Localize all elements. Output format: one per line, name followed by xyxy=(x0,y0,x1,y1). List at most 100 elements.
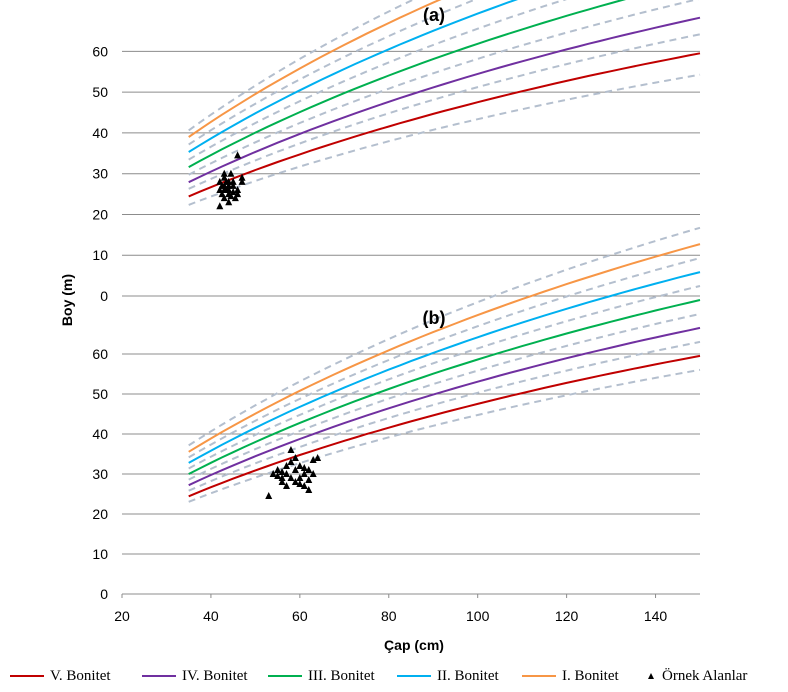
bound-line xyxy=(188,340,701,492)
sample-point xyxy=(305,466,313,473)
y-tick-label: 50 xyxy=(92,386,108,402)
bound-line xyxy=(188,368,701,503)
series-line xyxy=(188,326,701,487)
legend-swatch xyxy=(397,675,431,677)
sample-point xyxy=(238,177,246,185)
series-line xyxy=(188,243,701,453)
sample-point xyxy=(305,486,313,493)
bound-line xyxy=(188,226,701,447)
series-line xyxy=(188,354,701,498)
legend: V. Bonitet IV. Bonitet III. Bonitet II. … xyxy=(0,664,788,688)
legend-swatch xyxy=(522,675,556,677)
sample-point xyxy=(225,186,233,193)
y-tick-label: 20 xyxy=(92,506,108,522)
series-line xyxy=(188,271,701,464)
sample-point xyxy=(291,454,299,461)
sample-point xyxy=(283,462,291,469)
sample-point xyxy=(278,474,286,481)
x-tick-label: 40 xyxy=(203,608,219,624)
legend-label: Örnek Alanlar xyxy=(662,667,748,684)
y-tick-label: 30 xyxy=(92,466,108,482)
sample-point xyxy=(283,470,291,477)
x-tick-label: 60 xyxy=(292,608,308,624)
sample-point xyxy=(234,186,242,193)
bound-line xyxy=(188,0,415,132)
y-tick-label: 40 xyxy=(92,426,108,442)
y-tick-label: 10 xyxy=(92,247,108,263)
sample-point xyxy=(229,181,237,189)
sample-point xyxy=(227,192,235,200)
sample-point xyxy=(220,186,228,193)
sample-point xyxy=(231,194,239,202)
sample-point xyxy=(265,492,273,499)
legend-item-iv-bonitet: IV. Bonitet xyxy=(142,664,248,688)
legend-item-samples: Örnek Alanlar xyxy=(644,664,747,688)
sample-point xyxy=(274,466,282,473)
sample-point xyxy=(291,466,299,473)
y-tick-label: 60 xyxy=(92,346,108,362)
legend-label: III. Bonitet xyxy=(308,667,375,684)
x-tick-label: 20 xyxy=(114,608,130,624)
sample-point xyxy=(283,482,291,489)
x-tick-label: 80 xyxy=(381,608,397,624)
sample-point xyxy=(305,476,313,483)
sample-point xyxy=(287,446,295,453)
sample-point xyxy=(291,478,299,485)
legend-swatch xyxy=(10,675,44,677)
sample-point xyxy=(300,464,308,471)
sample-point xyxy=(296,474,304,481)
legend-label: IV. Bonitet xyxy=(182,667,248,684)
sample-point xyxy=(238,173,246,181)
y-tick-label: 20 xyxy=(92,206,108,222)
sample-point xyxy=(225,198,233,206)
x-tick-label: 140 xyxy=(644,608,668,624)
sample-point xyxy=(296,480,304,487)
panel-a: 0 10 20 30 40 50 60 (a) xyxy=(92,0,701,304)
sample-point xyxy=(220,169,228,177)
y-tick-label: 10 xyxy=(92,546,108,562)
triangle-marker-icon xyxy=(648,673,654,679)
panel-label: (b) xyxy=(423,308,446,328)
sample-point xyxy=(218,190,226,198)
sample-point xyxy=(314,454,322,461)
legend-label: I. Bonitet xyxy=(562,667,619,684)
sample-point xyxy=(220,194,228,202)
sample-point xyxy=(287,458,295,465)
x-axis-label: Çap (cm) xyxy=(384,637,444,653)
sample-point xyxy=(229,177,237,185)
legend-swatch xyxy=(142,675,176,677)
sample-point xyxy=(309,470,317,477)
series-line xyxy=(188,16,701,184)
legend-item-ii-bonitet: II. Bonitet xyxy=(397,664,499,688)
bound-line xyxy=(188,285,701,470)
sample-point xyxy=(234,190,242,198)
y-tick-label: 0 xyxy=(100,586,108,602)
sample-point xyxy=(220,181,228,189)
legend-item-iii-bonitet: III. Bonitet xyxy=(268,664,375,688)
sample-point xyxy=(234,151,242,159)
series-line xyxy=(188,0,627,168)
sample-point xyxy=(309,456,317,463)
legend-item-v-bonitet: V. Bonitet xyxy=(10,664,111,688)
bound-line xyxy=(188,257,701,459)
series-line xyxy=(188,52,701,198)
legend-label: V. Bonitet xyxy=(50,667,111,684)
legend-swatch xyxy=(268,675,302,677)
sample-point xyxy=(296,462,304,469)
sample-point xyxy=(216,202,224,210)
sample-point xyxy=(225,181,233,189)
sample-point xyxy=(269,470,277,477)
bound-line xyxy=(188,73,701,206)
y-tick-label: 40 xyxy=(92,125,108,141)
sample-point xyxy=(227,169,235,177)
sample-point xyxy=(278,478,286,485)
bound-line xyxy=(188,0,699,176)
bound-line xyxy=(188,0,568,161)
series-line xyxy=(188,299,701,475)
sample-point xyxy=(300,482,308,489)
y-axis-label: Boy (m) xyxy=(59,274,75,326)
panel-label: (a) xyxy=(423,5,445,25)
y-tick-label: 0 xyxy=(100,288,108,304)
